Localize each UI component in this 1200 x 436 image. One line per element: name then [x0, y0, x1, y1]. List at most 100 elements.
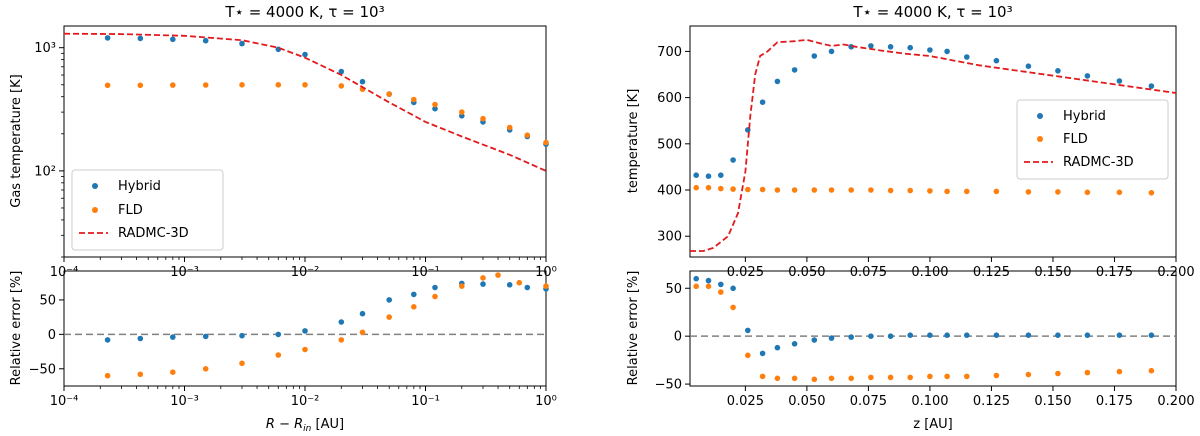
point-hybrid	[1148, 83, 1155, 89]
point-hybrid	[1116, 332, 1123, 339]
x-tick-label-top: 0.150	[1034, 265, 1071, 280]
point-fld	[543, 139, 549, 146]
x-tick-label-top: 10⁻¹	[411, 265, 440, 280]
point-hybrid	[705, 173, 712, 179]
point-hybrid	[338, 319, 345, 325]
point-hybrid	[811, 53, 818, 59]
point-fld	[275, 82, 282, 88]
x-tick-label: 10⁻²	[291, 394, 320, 409]
point-hybrid	[993, 57, 1000, 64]
point-hybrid	[759, 350, 766, 357]
point-fld	[338, 337, 345, 343]
point-fld	[828, 375, 835, 382]
x-tick-label-top: 0.025	[727, 265, 764, 280]
x-tick-label: 10⁰	[535, 394, 557, 409]
point-hybrid	[104, 35, 111, 41]
point-fld	[868, 374, 874, 381]
point-hybrid	[338, 68, 345, 75]
point-fld	[718, 185, 724, 192]
point-fld	[907, 187, 913, 194]
point-hybrid	[745, 327, 751, 334]
point-hybrid	[927, 47, 933, 53]
x-tick-label-top: 10⁻³	[170, 265, 199, 280]
right-top-legend-marker-fld	[1037, 136, 1043, 142]
point-hybrid	[432, 284, 438, 291]
point-hybrid	[239, 332, 245, 339]
y-tick-label: 0	[674, 330, 682, 345]
right-bottom-xlabel: z [AU]	[913, 417, 953, 432]
left-top-ticks: 10² 10³	[34, 41, 541, 260]
right-top-ylabel: temperature [K]	[626, 89, 641, 194]
point-hybrid	[506, 282, 513, 288]
left-bottom-panel: 10⁻⁴ 10⁻⁴ 10⁻³ 10⁻³ 10⁻² 10⁻² 10⁻¹ 10⁻¹ 10⁰ 10⁰ −5…	[9, 257, 557, 434]
right-top-legend-hybrid: Hybrid	[1063, 109, 1106, 124]
point-fld	[774, 187, 781, 193]
point-hybrid	[944, 48, 950, 55]
x-tick-label: 0.050	[788, 394, 825, 409]
point-fld	[495, 272, 501, 278]
x-tick-label: 0.175	[1096, 394, 1133, 409]
point-fld	[202, 366, 209, 372]
left-bottom-marks	[64, 272, 549, 379]
point-fld	[745, 186, 751, 193]
point-fld	[705, 283, 712, 290]
left-xlabel-sub: in	[303, 424, 312, 434]
point-fld	[432, 101, 438, 108]
point-fld	[459, 109, 465, 115]
right-bottom-ticks: 0.025 0.025 0.050 0.050 0.075 0.075 0.100 0.100…	[655, 257, 1195, 409]
x-tick-label-top: 0.125	[973, 265, 1010, 280]
point-fld	[907, 374, 913, 381]
point-fld	[137, 82, 144, 89]
point-hybrid	[1025, 332, 1032, 339]
right-top-panel: 300 400 500 600 700 temperature [K] Hybrid F…	[626, 25, 1177, 258]
point-fld	[730, 186, 736, 192]
point-fld	[386, 91, 393, 97]
x-tick-label: 0.150	[1034, 394, 1071, 409]
point-fld	[718, 289, 724, 295]
point-hybrid	[1055, 68, 1061, 74]
point-fld	[338, 83, 345, 89]
point-hybrid	[170, 334, 176, 340]
x-tick-label-top: 10⁻²	[291, 265, 320, 280]
point-hybrid	[811, 337, 818, 343]
point-hybrid	[718, 172, 724, 178]
point-hybrid	[791, 341, 798, 347]
point-hybrid	[907, 44, 913, 51]
x-tick-label: 0.025	[727, 394, 764, 409]
x-tick-label: 0.100	[911, 394, 948, 409]
point-hybrid	[868, 333, 874, 340]
point-hybrid	[1116, 78, 1123, 84]
x-tick-label-top: 10⁰	[535, 265, 557, 280]
point-hybrid	[202, 37, 209, 44]
point-hybrid	[239, 40, 245, 47]
point-fld	[1084, 189, 1091, 196]
point-hybrid	[964, 54, 970, 60]
right-title-text: T⋆ = 4000 K, τ = 10³	[852, 3, 1012, 21]
point-hybrid	[137, 335, 144, 342]
left-top-legend-fld: FLD	[118, 203, 143, 218]
left-bottom-xlabel: R − Rin [AU]	[266, 417, 344, 434]
point-hybrid	[104, 337, 111, 343]
left-title: T⋆ = 4000 K, τ = 10³	[224, 3, 384, 21]
y-tick-label: 10²	[34, 164, 56, 179]
y-tick-label: −50	[655, 378, 682, 393]
right-top-ticks: 300 400 500 600 700	[657, 45, 690, 245]
point-hybrid	[359, 78, 366, 85]
point-hybrid	[137, 35, 144, 42]
left-top-ylabel: Gas temperature [K]	[9, 74, 24, 207]
point-fld	[828, 187, 835, 193]
right-top-marks	[690, 38, 1177, 252]
point-hybrid	[730, 157, 736, 163]
y-tick-label: 50	[39, 293, 56, 308]
point-fld	[993, 372, 1000, 379]
point-fld	[1025, 189, 1032, 195]
point-fld	[774, 375, 781, 382]
y-tick-label: 600	[657, 91, 682, 106]
point-hybrid	[944, 332, 950, 339]
point-fld	[411, 304, 417, 310]
point-fld	[543, 283, 549, 289]
y-tick-label: 700	[657, 45, 682, 60]
point-hybrid	[718, 281, 724, 288]
point-fld	[1055, 189, 1061, 195]
